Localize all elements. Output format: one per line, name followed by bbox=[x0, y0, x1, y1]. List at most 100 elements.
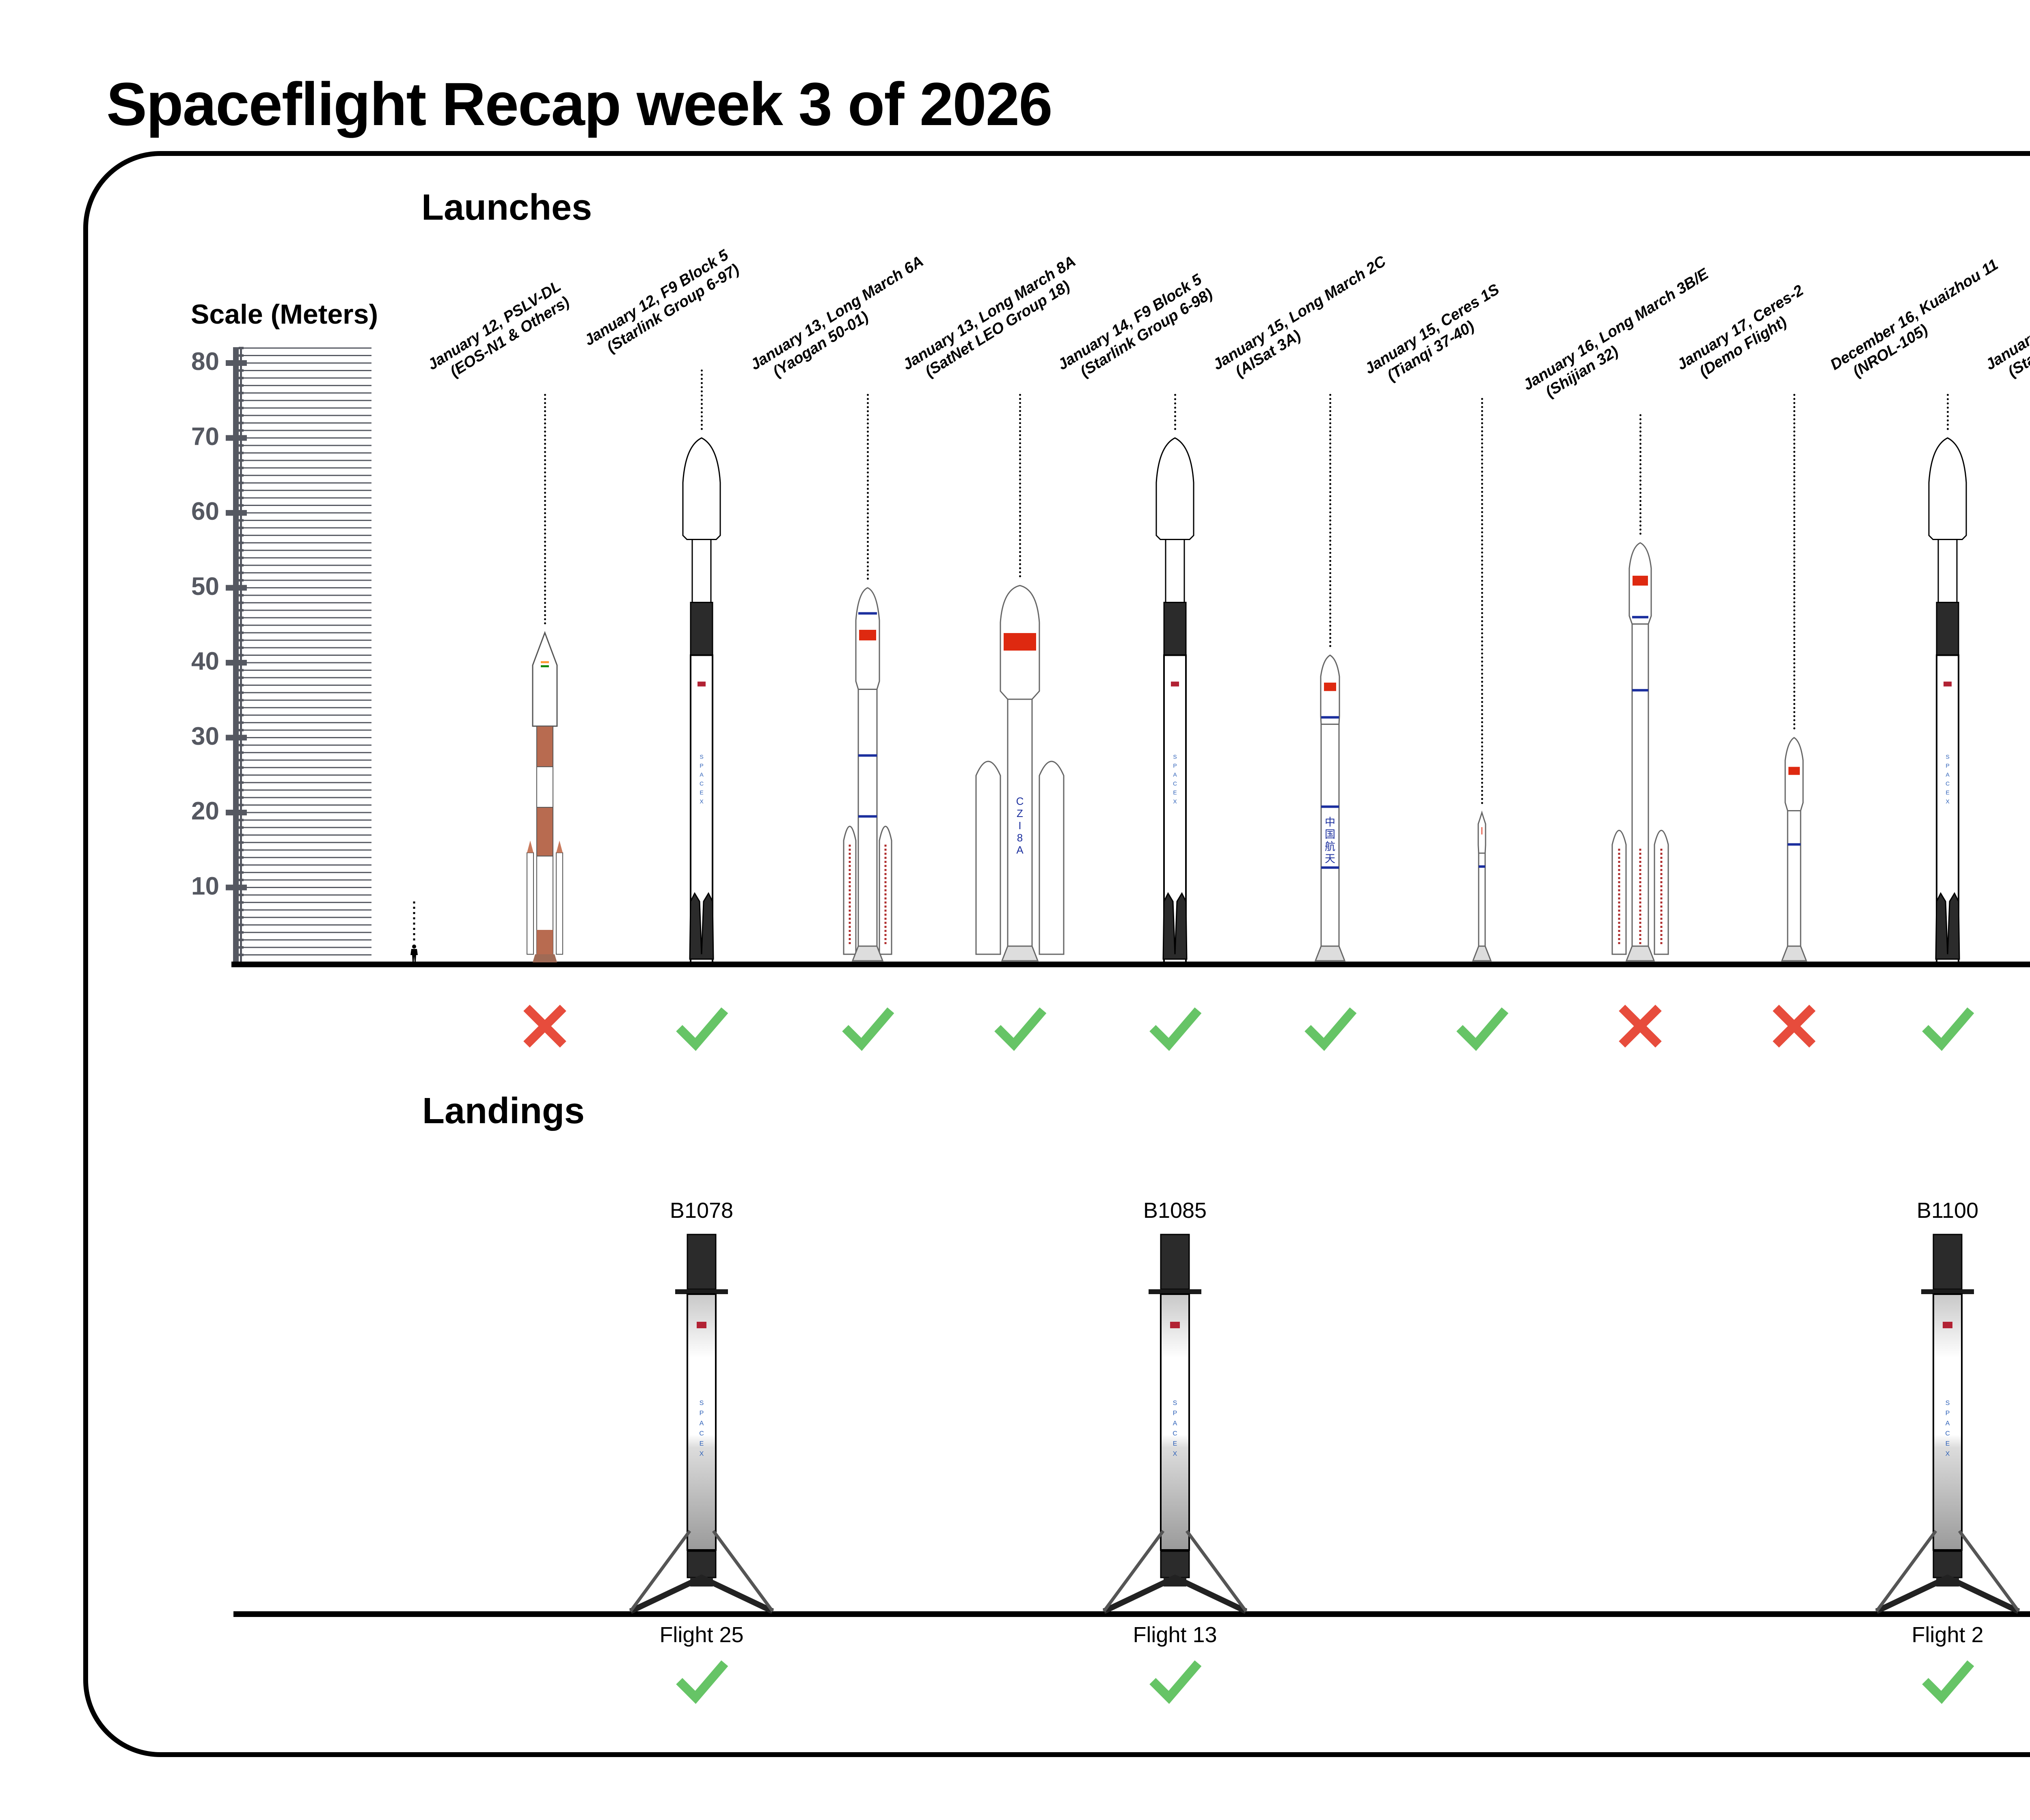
rocket-falcon-9-block-5-icon: S P A C E X bbox=[1155, 437, 1194, 963]
flight-number-label: Flight 2 bbox=[1911, 1623, 1984, 1647]
svg-text:P: P bbox=[1173, 763, 1177, 769]
svg-text:A: A bbox=[700, 772, 704, 778]
svg-text:A: A bbox=[1946, 772, 1950, 778]
leader-line bbox=[544, 394, 546, 625]
tick-label-70: 70 bbox=[191, 423, 219, 451]
scale-label: Scale (Meters) bbox=[191, 299, 378, 330]
svg-text:C: C bbox=[699, 1430, 704, 1437]
svg-text:中: 中 bbox=[1325, 816, 1335, 828]
tick-label-10: 10 bbox=[191, 872, 219, 900]
svg-text:A: A bbox=[1946, 1420, 1950, 1427]
svg-text:P: P bbox=[1946, 763, 1949, 769]
svg-text:P: P bbox=[700, 1410, 704, 1417]
check-icon bbox=[1149, 1007, 1202, 1051]
check-icon bbox=[1304, 1007, 1357, 1051]
cross-icon bbox=[523, 1005, 566, 1048]
content-frame bbox=[83, 151, 2030, 1757]
falcon9-booster-landed-icon: S P A C E X bbox=[0, 0, 2030, 1665]
svg-text:C: C bbox=[1946, 780, 1950, 787]
svg-text:C: C bbox=[1173, 1430, 1177, 1437]
rocket-long-march-6a-icon bbox=[843, 587, 892, 962]
tick-label-30: 30 bbox=[191, 722, 219, 750]
svg-text:P: P bbox=[1173, 1410, 1177, 1417]
flight-number-label: Flight 13 bbox=[1133, 1623, 1217, 1647]
rocket-falcon-9-block-5-icon: S P A C E X bbox=[1928, 437, 1967, 963]
human-figure-icon bbox=[410, 901, 418, 962]
svg-text:E: E bbox=[700, 789, 703, 796]
svg-text:天: 天 bbox=[1325, 853, 1335, 865]
svg-text:8: 8 bbox=[1017, 832, 1023, 844]
svg-text:S: S bbox=[1946, 754, 1949, 760]
rocket-pslv-dl-icon bbox=[527, 631, 563, 962]
svg-text:A: A bbox=[1173, 772, 1177, 778]
svg-text:X: X bbox=[1173, 1450, 1177, 1457]
leader-line bbox=[867, 394, 869, 580]
svg-text:E: E bbox=[1173, 789, 1177, 796]
svg-text:X: X bbox=[1173, 798, 1177, 805]
page-title: Spaceflight Recap week 3 of 2026 bbox=[106, 70, 1053, 138]
svg-text:E: E bbox=[1173, 1440, 1177, 1447]
falcon9-booster-landed-icon: S P A C E X bbox=[1102, 1234, 1248, 1614]
svg-text:A: A bbox=[1173, 1420, 1177, 1427]
booster-label: B1085 bbox=[1143, 1198, 1207, 1223]
svg-text:X: X bbox=[1946, 798, 1950, 805]
svg-text:S: S bbox=[1173, 1400, 1177, 1407]
check-icon bbox=[676, 1007, 728, 1051]
svg-text:X: X bbox=[700, 798, 704, 805]
leader-line bbox=[1947, 394, 1949, 430]
svg-text:航: 航 bbox=[1325, 841, 1335, 853]
rocket-long-march-3b-e-icon bbox=[1611, 542, 1669, 962]
tick-label-40: 40 bbox=[191, 647, 219, 675]
tick-label-80: 80 bbox=[191, 348, 219, 376]
svg-text:S: S bbox=[1173, 754, 1177, 760]
check-icon bbox=[1922, 1660, 1974, 1704]
svg-text:S: S bbox=[1946, 1400, 1950, 1407]
svg-text:A: A bbox=[1016, 844, 1024, 856]
booster-label: B1100 bbox=[1916, 1198, 1979, 1223]
svg-text:C: C bbox=[1945, 1430, 1950, 1437]
landings-heading: Landings bbox=[422, 1091, 585, 1131]
leader-line bbox=[1019, 394, 1021, 577]
svg-text:E: E bbox=[700, 1440, 704, 1447]
leader-line bbox=[1174, 394, 1176, 430]
leader-line bbox=[1329, 394, 1331, 647]
leader-line bbox=[1793, 394, 1795, 730]
svg-text:C: C bbox=[700, 780, 704, 787]
check-icon bbox=[1149, 1660, 1202, 1704]
svg-text:S: S bbox=[700, 1400, 704, 1407]
cross-icon bbox=[1619, 1005, 1662, 1048]
svg-text:S: S bbox=[700, 754, 703, 760]
scale-ruler bbox=[226, 347, 371, 962]
rocket-ceres-2-icon bbox=[1781, 737, 1808, 962]
svg-text:国: 国 bbox=[1325, 828, 1335, 841]
svg-text:I: I bbox=[1018, 819, 1021, 832]
svg-text:X: X bbox=[1946, 1450, 1950, 1457]
launches-heading: Launches bbox=[421, 187, 592, 228]
falcon9-booster-landed-icon: S P A C E X bbox=[1875, 1234, 2020, 1614]
check-icon bbox=[994, 1007, 1047, 1051]
tick-label-50: 50 bbox=[191, 573, 219, 601]
rocket-falcon-9-block-5-icon: S P A C E X bbox=[682, 437, 721, 963]
tick-label-20: 20 bbox=[191, 797, 219, 825]
landing-ground-line bbox=[233, 1611, 2030, 1617]
svg-text:C: C bbox=[1173, 780, 1177, 787]
check-icon bbox=[1922, 1007, 1974, 1051]
flight-number-label: Flight 24 bbox=[2021, 1622, 2030, 1647]
svg-text:X: X bbox=[700, 1450, 704, 1457]
svg-text:A: A bbox=[700, 1420, 704, 1427]
flight-number-label: Flight 25 bbox=[659, 1623, 744, 1647]
svg-text:P: P bbox=[1946, 1410, 1950, 1417]
check-icon bbox=[676, 1660, 728, 1704]
launch-ground-line bbox=[231, 962, 2030, 967]
svg-text:Z: Z bbox=[1017, 807, 1023, 819]
tick-label-60: 60 bbox=[191, 497, 219, 525]
cross-icon bbox=[1773, 1005, 1816, 1048]
leader-line bbox=[701, 370, 703, 430]
falcon9-booster-landed-icon: S P A C E X bbox=[629, 1234, 774, 1614]
svg-text:P: P bbox=[700, 763, 703, 769]
svg-text:E: E bbox=[1946, 789, 1949, 796]
svg-text:C: C bbox=[1016, 795, 1024, 807]
check-icon bbox=[842, 1007, 894, 1051]
